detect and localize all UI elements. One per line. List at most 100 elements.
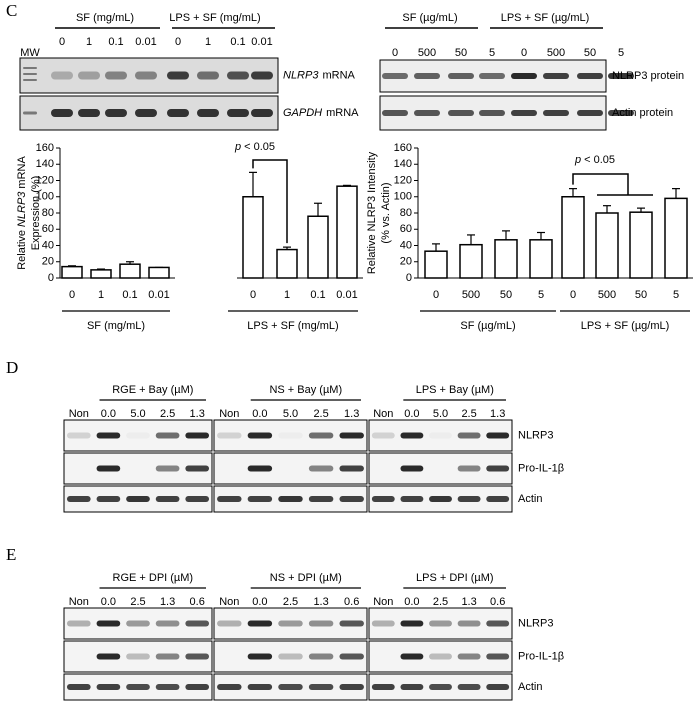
band — [135, 109, 157, 117]
lane-label: 0 — [59, 36, 65, 48]
lane-label: 0.1 — [108, 36, 123, 48]
group-label: SF (µg/mL) — [460, 320, 515, 332]
band — [66, 684, 91, 690]
bar — [307, 215, 329, 279]
band — [51, 109, 73, 117]
band — [155, 653, 180, 660]
band — [486, 432, 510, 439]
band — [155, 620, 180, 627]
band — [414, 73, 440, 79]
lane-label: 0.6 — [344, 596, 359, 608]
row-label-italic: GAPDH — [283, 107, 322, 119]
bar — [336, 185, 358, 279]
x-tick-label: 0 — [570, 289, 576, 301]
band — [126, 684, 150, 690]
band — [308, 684, 334, 690]
annotation-text: < 0.05 — [244, 141, 275, 153]
band — [457, 496, 481, 502]
band — [486, 620, 510, 627]
annotation-italic: p — [574, 154, 581, 166]
band — [429, 620, 452, 627]
band — [66, 432, 91, 439]
lane-label: 0.01 — [251, 36, 272, 48]
band — [126, 433, 150, 439]
row-label-italic: NLRP3 — [283, 69, 319, 81]
band — [448, 110, 474, 116]
lane-label: 1.3 — [461, 596, 476, 608]
y-tick-label: 60 — [42, 223, 54, 235]
lane-label: 5.0 — [130, 408, 145, 420]
band — [457, 465, 481, 472]
lane-label: 1.3 — [190, 408, 205, 420]
band — [66, 496, 91, 502]
band — [78, 109, 100, 117]
band — [339, 432, 364, 439]
row-label: Actin — [518, 493, 542, 505]
band — [217, 620, 242, 627]
band — [339, 620, 364, 627]
band — [382, 73, 408, 79]
y-tick-label: 100 — [36, 191, 54, 203]
row-label: NLRP3 mRNA — [283, 69, 356, 81]
band — [457, 684, 481, 690]
lane-label: 2.5 — [313, 408, 328, 420]
y-tick-label: 80 — [400, 207, 412, 219]
row-label: Actin — [518, 681, 542, 693]
band — [167, 109, 189, 117]
band — [23, 111, 37, 115]
band — [185, 465, 210, 472]
lane-label: 0 — [392, 47, 398, 59]
annotation-italic: p — [234, 141, 241, 153]
bar — [90, 269, 112, 279]
lane-label: 1.3 — [344, 408, 359, 420]
lane-label: 0 — [521, 47, 527, 59]
band — [400, 432, 424, 439]
band — [400, 653, 424, 660]
band — [339, 684, 364, 690]
y-tick-label: 140 — [394, 158, 412, 170]
y-tick-label: 120 — [394, 174, 412, 186]
band — [308, 653, 334, 660]
band — [278, 653, 303, 660]
band — [217, 432, 242, 439]
band — [278, 684, 303, 690]
lane-label: 5.0 — [433, 408, 448, 420]
x-tick-label: 0.1 — [122, 289, 137, 301]
lane-label: 0 — [175, 36, 181, 48]
row-label: GAPDH mRNA — [283, 107, 359, 119]
band — [126, 653, 150, 660]
y-tick-label: 20 — [42, 256, 54, 268]
band — [382, 110, 408, 116]
lane-label: 0.0 — [101, 596, 116, 608]
band — [278, 496, 303, 502]
group-label: LPS + SF (mg/mL) — [247, 320, 338, 332]
band — [51, 71, 73, 80]
band — [308, 620, 334, 627]
band — [414, 110, 440, 116]
band — [105, 71, 127, 80]
y-tick-label: 60 — [400, 223, 412, 235]
group-header: NS + Bay (µM) — [269, 384, 342, 396]
band — [66, 620, 91, 627]
band — [486, 496, 510, 502]
band — [577, 110, 603, 116]
panel-label: E — [6, 545, 16, 564]
row-label-text: mRNA — [326, 107, 359, 119]
blot — [213, 607, 368, 640]
group-header: LPS + SF (mg/mL) — [169, 12, 260, 24]
row-label: NLRP3 — [518, 429, 553, 441]
y-tick-label: 40 — [42, 239, 54, 251]
band — [577, 73, 603, 79]
row-label: Pro-IL-1β — [518, 462, 564, 474]
band — [400, 620, 424, 627]
band — [78, 71, 100, 80]
mw-label: MW — [20, 47, 40, 59]
x-tick-label: 500 — [462, 289, 480, 301]
band — [511, 110, 537, 116]
lane-label: Non — [69, 596, 89, 608]
bar — [424, 250, 448, 279]
lane-label: 50 — [584, 47, 596, 59]
band — [247, 684, 273, 690]
band — [511, 73, 537, 79]
band — [400, 496, 424, 502]
